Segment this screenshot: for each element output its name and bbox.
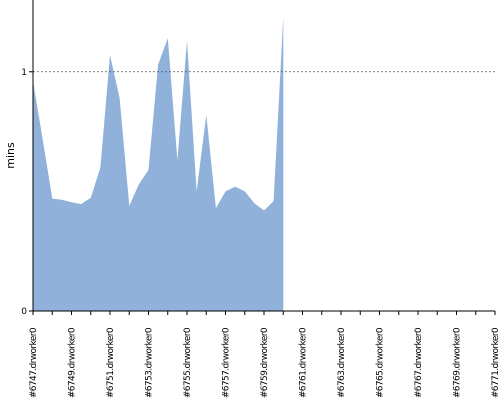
- y-axis-title: mins: [4, 142, 17, 169]
- x-tick-label: #6757.drworker0: [222, 327, 232, 398]
- x-tick-label: #6751.drworker0: [106, 327, 116, 398]
- x-axis: #6747.drworker0 #6749.drworker0 #6751.drwo…: [29, 310, 500, 398]
- x-tick-label: #6747.drworker0: [29, 327, 39, 398]
- y-axis: 01: [21, 0, 34, 317]
- x-tick-label: #6769.drworker0: [453, 327, 463, 398]
- y-tick-label: 1: [21, 68, 27, 78]
- y-tick-label: 0: [21, 307, 27, 317]
- x-tick-label: #6749.drworker0: [68, 327, 78, 398]
- x-tick-label: #6763.drworker0: [337, 327, 347, 398]
- x-tick-label: #6759.drworker0: [260, 327, 270, 398]
- x-tick-label: #6767.drworker0: [414, 327, 424, 398]
- series-area: [33, 16, 284, 311]
- x-tick-label: #6755.drworker0: [183, 327, 193, 398]
- plot-area: [33, 16, 495, 311]
- x-tick-label: #6771.drworker0: [491, 327, 500, 398]
- x-tick-label: #6753.drworker0: [145, 327, 155, 398]
- x-tick-label: #6761.drworker0: [299, 327, 309, 398]
- x-tick-label: #6765.drworker0: [376, 327, 386, 398]
